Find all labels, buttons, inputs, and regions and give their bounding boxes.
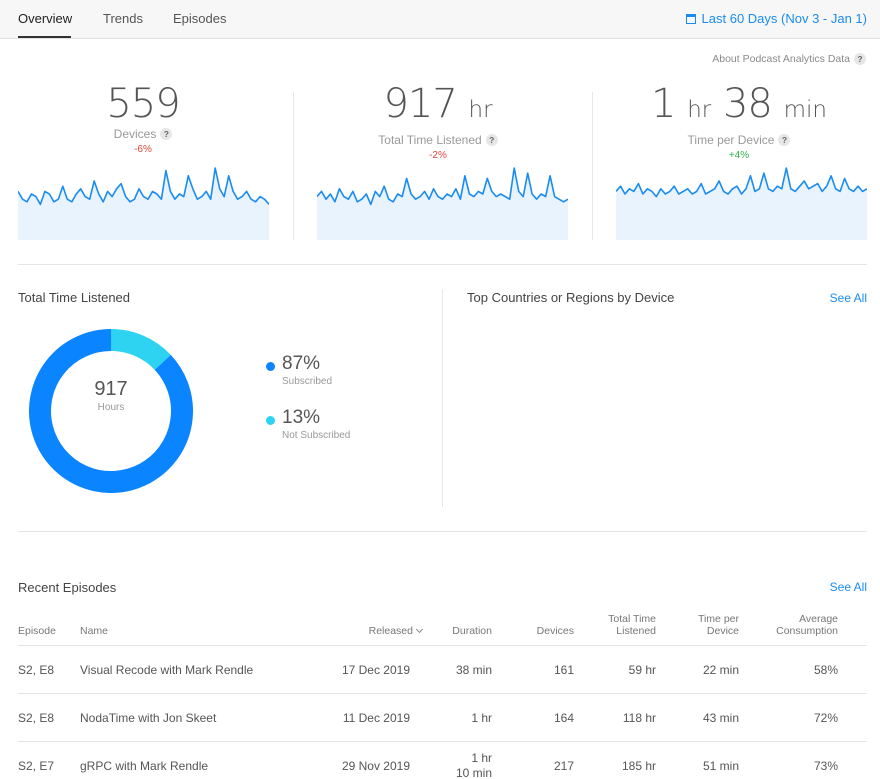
legend-percent: 13% [282,407,321,428]
cell-time-per-device: 51 min [702,759,739,773]
tab-trends[interactable]: Trends [103,11,143,26]
cell-devices: 164 [553,711,574,725]
help-icon[interactable]: ? [160,128,173,140]
cell-total-time: 59 hr [628,663,656,677]
recent-episodes-title: Recent Episodes [18,580,117,595]
tab-episodes[interactable]: Episodes [173,11,227,26]
col-duration[interactable]: Duration [452,625,492,637]
col-released[interactable]: Released [340,625,424,637]
donut-unit: Hours [97,402,125,413]
kpi-delta: -2% [429,150,447,161]
legend-label: Subscribed [282,376,333,387]
kpi-devices: 559 Devices? -6% [18,82,268,155]
col-devices[interactable]: Devices [536,625,574,637]
row-divider [18,741,867,742]
sparkline-area [18,168,269,240]
cell-duration: 1 hr 10 min [455,751,492,779]
date-range-picker[interactable]: Last 60 Days (Nov 3 - Jan 1) [685,11,867,26]
cell-total-time: 118 hr [622,711,656,725]
cell-average-consumption: 73% [813,759,838,773]
cell-episode: S2, E7 [18,759,55,773]
sparkline-line [18,167,269,206]
cell-episode: S2, E8 [18,711,55,725]
cell-time-per-device: 22 min [702,663,739,677]
section-divider [18,264,867,265]
legend-dot [266,362,275,371]
cell-devices: 161 [553,663,574,677]
kpi-value: 917 hr [383,81,493,127]
cell-name[interactable]: Visual Recode with Mark Rendle [80,663,254,677]
col-total-time[interactable]: Total Time Listened [608,613,656,637]
col-average-consumption[interactable]: Average Consumption [776,613,838,637]
donut-segment-subscribed [29,329,193,493]
cell-released: 17 Dec 2019 [341,663,410,677]
help-icon[interactable]: ? [485,134,498,146]
cell-episode: S2, E8 [18,663,55,677]
cell-name[interactable]: gRPC with Mark Rendle [80,759,209,773]
sparkline-line [616,167,867,198]
help-icon[interactable]: ? [854,53,866,65]
active-tab-indicator [18,36,71,38]
legend-label: Not Subscribed [282,430,351,441]
top-nav: Overview Trends Episodes Last 60 Days (N… [0,0,880,39]
cell-total-time: 185 hr [621,759,656,773]
kpi-total-time: 917 hr Total Time Listened? -2% [313,82,563,161]
total-time-title: Total Time Listened [18,290,131,305]
about-analytics-link[interactable]: About Podcast Analytics Data ? [712,53,866,65]
sparkline-area [317,168,568,240]
kpi-delta: -6% [134,144,152,155]
sparkline-devices [18,167,269,240]
kpi-value: 1 hr 38 min [651,81,827,127]
sparkline-line [317,167,568,206]
chevron-down-icon [415,625,424,634]
tab-overview[interactable]: Overview [18,11,73,26]
legend-dot [266,416,275,425]
donut-segment-not-subscribed [110,329,171,371]
kpi-label: Devices [113,127,157,141]
see-all-episodes-link[interactable]: See All [829,580,867,594]
section-divider [18,531,867,532]
cell-average-consumption: 58% [813,663,838,677]
kpi-delta: +4% [728,150,750,161]
cell-devices: 217 [553,759,574,773]
cell-duration: 1 hr [471,711,492,725]
row-divider [18,693,867,694]
cell-released: 29 Nov 2019 [341,759,410,773]
sparkline-total-time [317,167,568,240]
cell-name[interactable]: NodaTime with Jon Skeet [80,711,217,725]
col-episode[interactable]: Episode [18,625,56,637]
calendar-icon [685,13,696,24]
cell-average-consumption: 72% [813,711,838,725]
col-time-per-device[interactable]: Time per Device [697,613,739,637]
sparkline-area [616,168,867,240]
kpi-time-per-device: 1 hr 38 min Time per Device? +4% [614,82,864,161]
divider [592,92,593,240]
cell-duration: 38 min [455,663,492,677]
about-label: About Podcast Analytics Data [712,53,850,65]
see-all-countries-link[interactable]: See All [829,291,867,305]
divider [293,92,294,240]
cell-time-per-device: 43 min [702,711,739,725]
divider [442,289,443,507]
legend-percent: 87% [282,353,321,374]
top-countries-title: Top Countries or Regions by Device [467,290,675,305]
kpi-label: Time per Device [687,133,775,147]
kpi-value: 559 [106,81,180,127]
kpi-label: Total Time Listened [378,133,482,147]
col-name[interactable]: Name [80,625,109,637]
help-icon[interactable]: ? [778,134,791,146]
table-header-line [18,645,867,646]
cell-released: 11 Dec 2019 [342,711,410,725]
donut-center: 917 Hours [29,378,193,413]
donut-chart [29,329,193,493]
sparkline-time-per-device [616,167,867,240]
date-range-label: Last 60 Days (Nov 3 - Jan 1) [701,11,867,26]
donut-value: 917 [94,378,128,400]
